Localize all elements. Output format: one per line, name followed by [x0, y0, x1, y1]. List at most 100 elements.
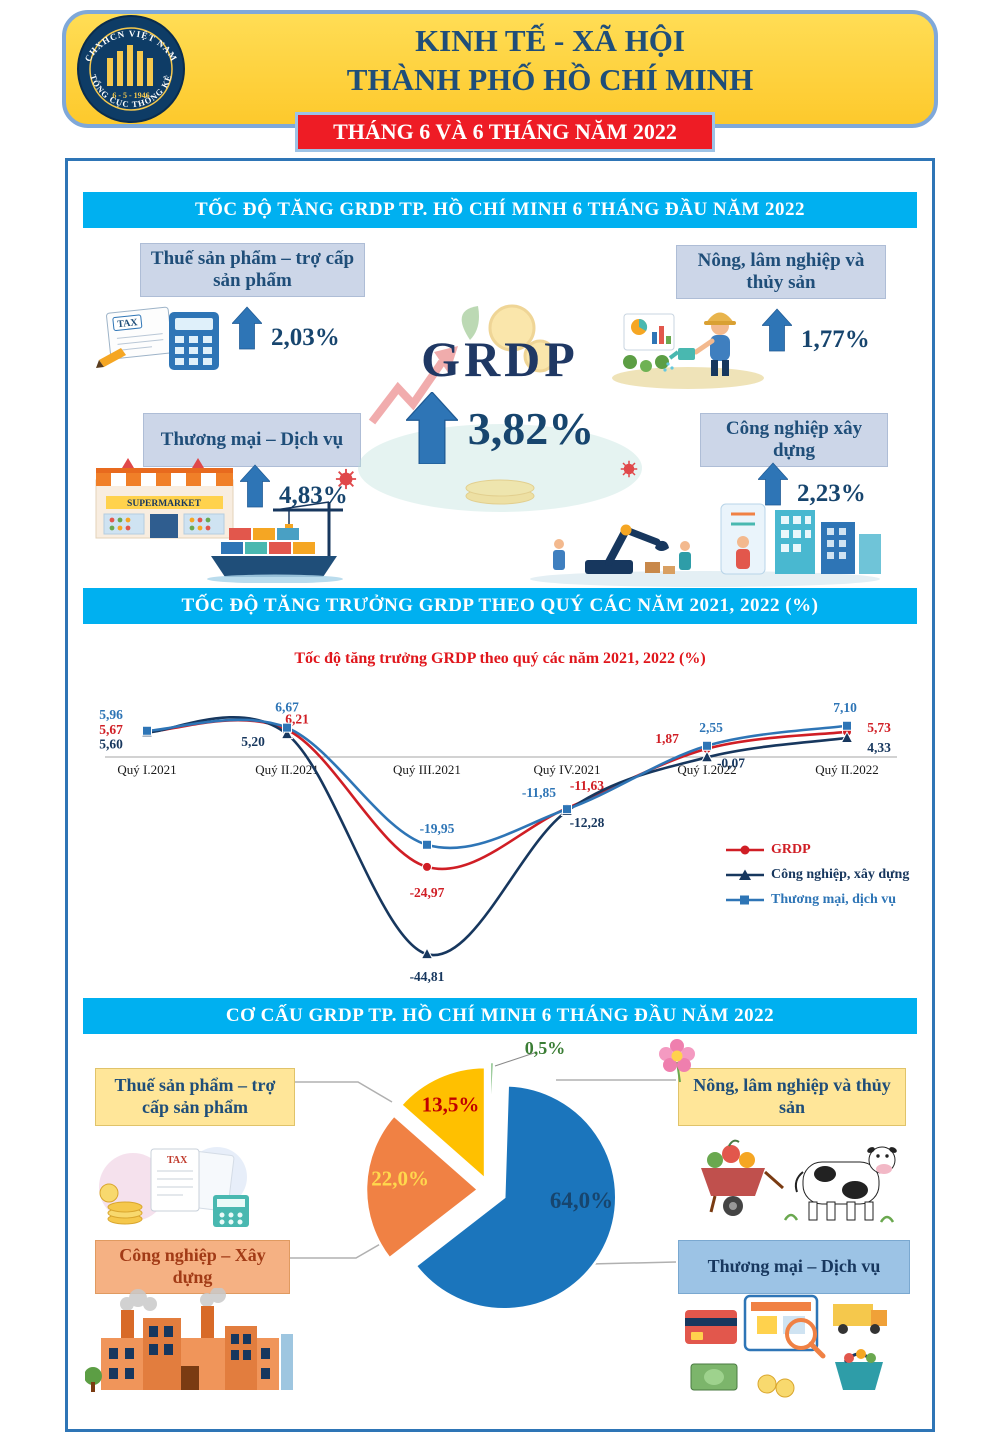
cargo-ship-illustration — [207, 501, 343, 583]
page-title: KINH TẾ - XÃ HỘI THÀNH PHỐ HỒ CHÍ MINH — [200, 22, 900, 100]
grdp-structure-pie-chart: 0,5% 64,0% 22,0% 13,5% — [364, 1040, 618, 1311]
pie-percent-label: 13,5% — [422, 1092, 480, 1116]
legend-marker-icon — [726, 895, 764, 905]
data-label: -11,63 — [570, 778, 604, 793]
supermarket-illustration: SUPERMARKET — [95, 458, 234, 539]
pie-leader-line — [494, 1051, 538, 1067]
legend-item: GRDP — [726, 842, 909, 858]
legend-marker-icon — [726, 845, 764, 855]
logo-center-text: 6 - 5 - 1946 — [112, 91, 149, 100]
tax-growth-value: 2,03% — [271, 324, 340, 351]
series-marker — [282, 722, 292, 733]
series-marker — [420, 947, 434, 960]
legend-item: Công nghiệp, xây dựng — [726, 867, 909, 883]
tax-calculator-illustration: TAX — [96, 306, 219, 370]
section3-banner: CƠ CẤU GRDP TP. HỒ CHÍ MINH 6 THÁNG ĐẦU … — [83, 998, 917, 1034]
series-marker — [842, 720, 852, 731]
series-line-2 — [146, 718, 848, 850]
pie-label-box-tax: Thuế sản phẩm – trợ cấp sản phẩm — [95, 1068, 295, 1126]
grdp-up-arrow-icon — [406, 392, 458, 464]
series-marker — [142, 725, 152, 736]
data-label: 6,67 — [275, 700, 299, 715]
legend-item: Thương mại, dịch vụ — [726, 892, 909, 908]
data-label: -12,28 — [570, 815, 605, 830]
data-label: 5,20 — [241, 734, 265, 749]
agriculture-growth-value: 1,77% — [801, 326, 870, 353]
x-tick-label: Quý IV.2021 — [534, 762, 601, 777]
logo-bars — [107, 45, 153, 86]
pie-slice-0 — [489, 1060, 496, 1175]
line-chart-title: Tốc độ tăng trưởng GRDP theo quý các năm… — [294, 650, 706, 667]
pie-slice-2 — [364, 1113, 480, 1261]
grdp-value: 3,82% — [467, 402, 595, 454]
section2-banner: TỐC ĐỘ TĂNG TRƯỞNG GRDP THEO QUÝ CÁC NĂM… — [83, 588, 917, 624]
up-arrow-icon — [762, 308, 792, 352]
farm-produce-cow-illustration — [701, 1139, 897, 1223]
pie-slice-3 — [399, 1065, 487, 1182]
series-marker — [702, 740, 712, 751]
data-label: -0,07 — [717, 755, 745, 770]
industry-growth-value: 2,23% — [797, 480, 866, 507]
pie-slice-1 — [414, 1084, 618, 1311]
x-tick-label: Quý III.2021 — [393, 762, 461, 777]
chart-legend: GRDP Công nghiệp, xây dựng Thương mại, dịc… — [726, 842, 909, 908]
farmer-illustration — [612, 312, 764, 389]
data-label: 1,87 — [655, 731, 679, 746]
tax-growth: 2,03% — [232, 306, 340, 350]
label-industry-construction: Công nghiệp xây dựng — [700, 413, 888, 467]
virus-icon — [335, 468, 357, 490]
series-marker — [562, 804, 572, 815]
label-tax-subsidy: Thuế sản phẩm – trợ cấp sản phẩm — [140, 243, 365, 297]
pie-percent-label: 22,0% — [371, 1167, 429, 1191]
period-banner: THÁNG 6 VÀ 6 THÁNG NĂM 2022 — [295, 112, 715, 152]
series-marker — [700, 750, 714, 763]
legend-label: Công nghiệp, xây dựng — [771, 867, 910, 882]
data-label: -24,97 — [410, 885, 445, 900]
factory-illustration — [85, 1288, 293, 1392]
data-label: 5,67 — [99, 722, 123, 737]
data-label: 5,73 — [867, 720, 891, 735]
industry-illustration — [530, 503, 881, 587]
section1-banner: TỐC ĐỘ TĂNG GRDP TP. HỒ CHÍ MINH 6 THÁNG… — [83, 192, 917, 228]
legend-marker-icon — [726, 869, 764, 880]
series-marker — [422, 861, 432, 872]
page-title-line1: KINH TẾ - XÃ HỘI — [415, 23, 685, 58]
label-agriculture: Nông, lâm nghiệp và thủy sản — [676, 245, 886, 299]
data-label: 4,33 — [867, 740, 891, 755]
x-tick-label: Quý I.2021 — [117, 762, 176, 777]
series-marker — [280, 727, 294, 740]
flower-icon — [659, 1039, 695, 1083]
pie-label-box-agriculture: Nông, lâm nghiệp và thủy sản — [678, 1068, 906, 1126]
data-label: 5,60 — [99, 736, 123, 751]
data-label: -19,95 — [420, 821, 455, 836]
ecommerce-illustration — [685, 1294, 887, 1398]
series-marker — [422, 839, 432, 850]
data-label: -44,81 — [410, 969, 445, 984]
label-trade-services: Thương mại – Dịch vụ — [143, 413, 361, 467]
data-label: 5,96 — [99, 707, 123, 722]
industry-growth: 2,23% — [758, 462, 866, 506]
data-label: 7,10 — [833, 700, 857, 715]
supermarket-sign-text: SUPERMARKET — [127, 499, 202, 509]
pie-label-box-trade: Thương mại – Dịch vụ — [678, 1240, 910, 1294]
tax-text: TAX — [167, 1155, 188, 1166]
pie-percent-label: 0,5% — [525, 1040, 566, 1058]
grdp-line-chart: Quý I.2021 Quý II.2021 Quý III.2021 Quý IV.… — [99, 700, 897, 984]
page-title-line2: THÀNH PHỐ HỒ CHÍ MINH — [346, 61, 754, 97]
grdp-title: GRDP — [421, 331, 579, 387]
x-tick-label: Quý I.2022 — [677, 762, 736, 777]
series-line-1 — [146, 716, 848, 957]
legend-label: Thương mại, dịch vụ — [771, 892, 897, 907]
agriculture-growth: 1,77% — [762, 308, 870, 352]
tax-documents-illustration: TAX — [99, 1147, 249, 1227]
data-label: 2,55 — [699, 720, 723, 735]
data-label: -11,85 — [522, 785, 556, 800]
tax-text: TAX — [117, 317, 139, 330]
x-tick-label: Quý II.2021 — [255, 762, 319, 777]
gso-logo: CHXHCN VIỆT NAM TỔNG CỤC THỐNG KÊ 6 - 5 … — [77, 15, 185, 123]
up-arrow-icon — [232, 306, 262, 350]
pencil-icon — [99, 348, 126, 367]
pie-label-box-industry: Công nghiệp – Xây dựng — [95, 1240, 290, 1294]
series-marker — [840, 730, 854, 743]
